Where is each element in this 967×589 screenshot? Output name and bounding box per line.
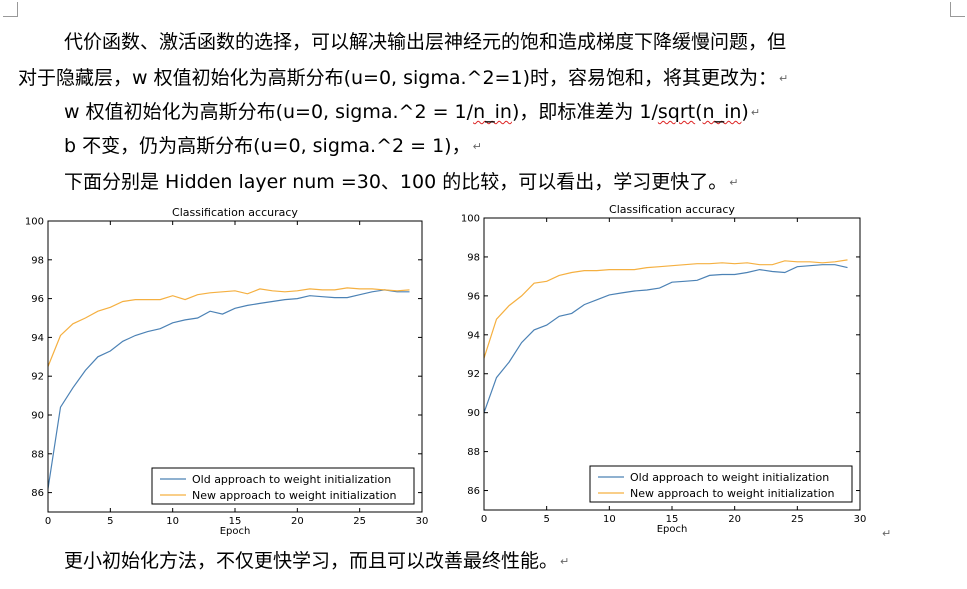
y-tick-label: 86 (467, 486, 480, 497)
x-tick-label: 20 (728, 514, 741, 525)
para1-line1-text: 代价函数、激活函数的选择，可以解决输出层神经元的饱和造成梯度下降缓慢问题，但 (64, 31, 787, 53)
paragraph-mark: ↵ (750, 105, 761, 119)
legend-box (151, 467, 415, 505)
para3-text: b 不变，仍为高斯分布(u=0, sigma.^2 = 1)， (64, 135, 471, 157)
series-line-old (483, 264, 848, 413)
para2-middle: )，即标准差为 1/ (511, 101, 658, 123)
x-tick-label: 20 (291, 516, 304, 527)
x-axis-label: Epoch (657, 524, 688, 535)
x-tick-label: 0 (481, 514, 487, 525)
y-tick-label: 92 (467, 369, 480, 380)
para3: b 不变，仍为高斯分布(u=0, sigma.^2 = 1)， ↵ (64, 134, 482, 159)
para2-sqrt: sqrt (657, 101, 696, 123)
y-tick-label: 92 (31, 372, 44, 383)
chart-right: Classification accuracy 0 5 10 15 20 25 30 86 88 9… (461, 203, 867, 535)
y-tick-label: 98 (31, 255, 44, 266)
series-line-old (47, 289, 410, 489)
conclusion-text: 更小初始化方法，不仅更快学习，而且可以改善最终性能。 (64, 550, 559, 572)
margin-corner-top-right (950, 2, 965, 17)
y-tick-label: 96 (31, 294, 44, 305)
legend-label: New approach to weight initialization (630, 487, 835, 500)
y-tick-label: 96 (467, 291, 480, 302)
para4-text: 下面分别是 Hidden layer num =30、100 的比较，可以看出，… (64, 171, 728, 193)
y-tick-label: 100 (461, 214, 480, 225)
series-line-new (483, 259, 848, 359)
x-tick-label: 5 (107, 516, 113, 527)
x-tick-label: 0 (45, 516, 51, 527)
para2-n-in-1: n_in (473, 101, 512, 123)
legend-label: Old approach to weight initialization (630, 471, 829, 484)
y-tick-label: 88 (467, 447, 480, 458)
y-tick-label: 90 (467, 408, 480, 419)
legend-label: Old approach to weight initialization (192, 473, 391, 486)
legend-box (589, 465, 853, 503)
y-tick-label: 94 (467, 330, 480, 341)
x-tick-label: 25 (791, 514, 804, 525)
x-axis-label: Epoch (220, 526, 251, 537)
x-tick-label: 30 (416, 516, 429, 527)
paragraph-mark: ↵ (729, 175, 739, 189)
margin-corner-top-left (3, 2, 18, 17)
para2: w 权值初始化为高斯分布(u=0, sigma.^2 = 1/n_in)，即标准… (64, 100, 760, 125)
x-tick-label: 5 (543, 514, 549, 525)
x-tick-label: 15 (229, 516, 242, 527)
x-tick-label: 30 (854, 514, 867, 525)
series-line-new (47, 287, 410, 367)
paragraph-mark-right: ↵ (882, 527, 892, 540)
y-tick-label: 86 (31, 488, 44, 499)
para2-open: ( (695, 101, 703, 123)
conclusion: 更小初始化方法，不仅更快学习，而且可以改善最终性能。 ↵ (64, 549, 569, 574)
chart-left: Classification accuracy 0 5 10 15 20 25 30 86 88 9… (25, 206, 429, 537)
y-tick-label: 100 (25, 217, 44, 228)
x-tick-label: 10 (166, 516, 179, 527)
para1-line2: 对于隐藏层，w 权值初始化为高斯分布(u=0, sigma.^2=1)时，容易饱… (18, 66, 788, 91)
y-tick-label: 90 (31, 411, 44, 422)
para4: 下面分别是 Hidden layer num =30、100 的比较，可以看出，… (64, 170, 738, 195)
paragraph-mark: ↵ (560, 554, 570, 568)
y-tick-label: 88 (31, 449, 44, 460)
para2-prefix: w 权值初始化为高斯分布(u=0, sigma.^2 = 1/ (64, 101, 474, 123)
chart-title: Classification accuracy (609, 203, 735, 216)
paragraph-mark: ↵ (778, 71, 789, 85)
para1-line1: 代价函数、激活函数的选择，可以解决输出层神经元的饱和造成梯度下降缓慢问题，但 (64, 30, 786, 54)
legend-label: New approach to weight initialization (192, 489, 397, 502)
para1-line2-text: 对于隐藏层，w 权值初始化为高斯分布(u=0, sigma.^2=1)时，容易饱… (18, 67, 777, 89)
para2-n-in-2: n_in (702, 101, 742, 123)
y-tick-label: 98 (467, 252, 480, 263)
para2-close: ) (741, 101, 749, 123)
x-tick-label: 25 (353, 516, 366, 527)
y-tick-label: 94 (31, 333, 44, 344)
x-tick-label: 10 (603, 514, 616, 525)
chart-title: Classification accuracy (172, 206, 298, 219)
paragraph-mark: ↵ (472, 139, 482, 153)
x-tick-label: 15 (666, 514, 679, 525)
